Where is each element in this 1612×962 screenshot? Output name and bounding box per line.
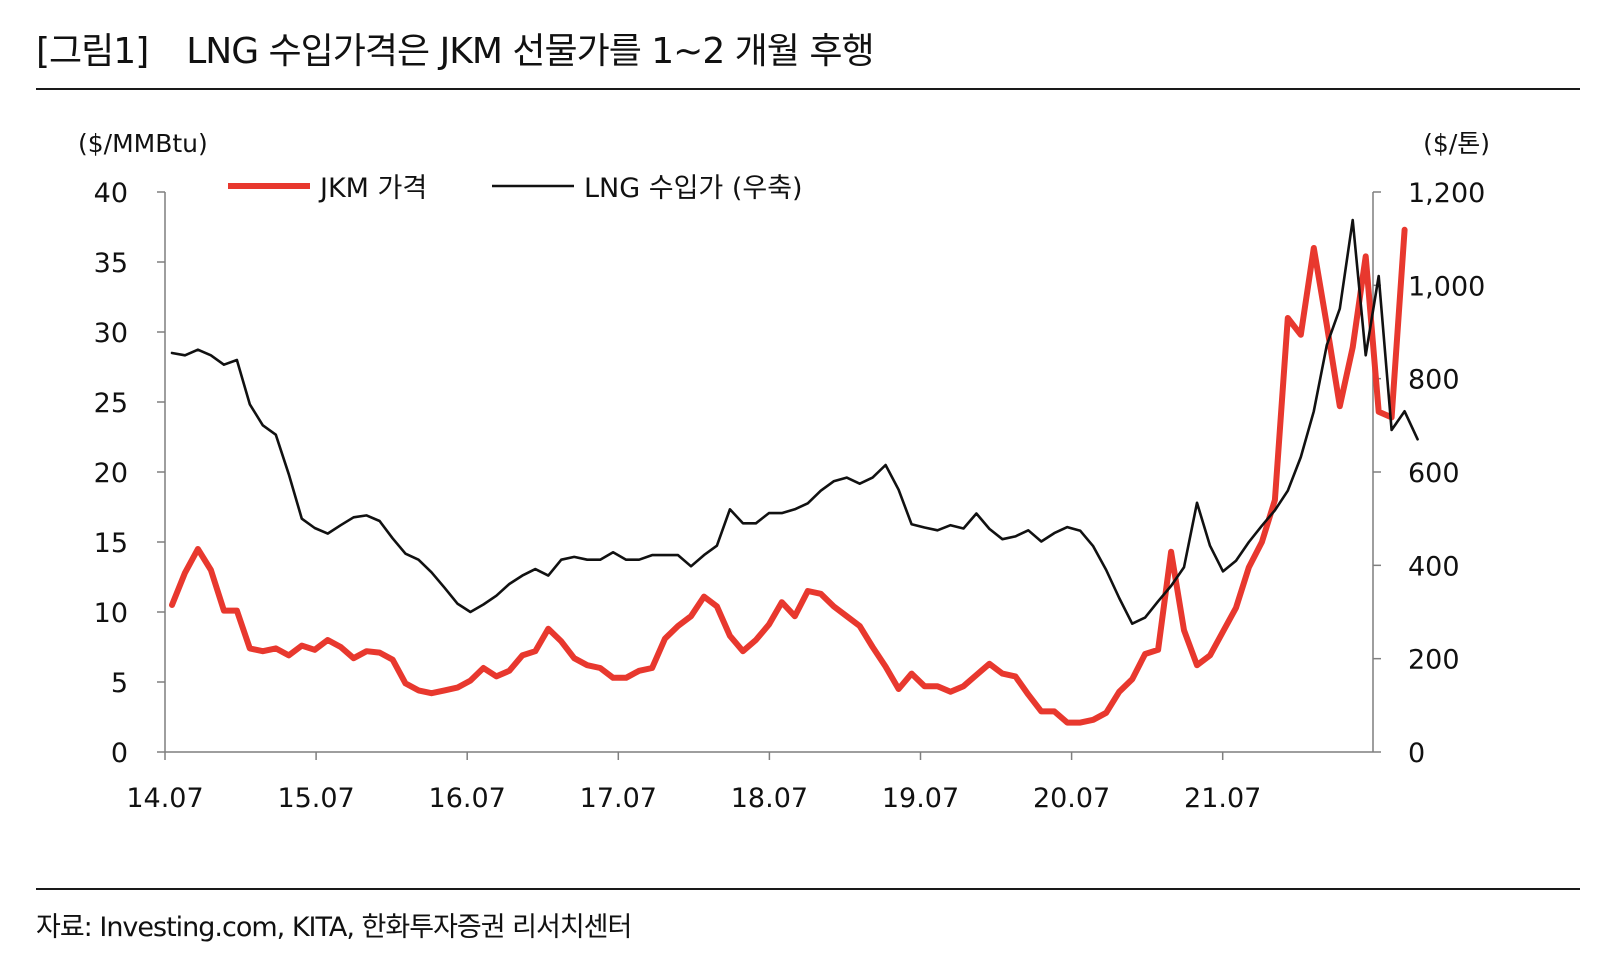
right-tick-label: 200 [1408,645,1460,676]
figure-title: LNG 수입가격은 JKM 선물가를 1~2 개월 후행 [186,31,874,72]
top-divider [36,88,1580,90]
right-tick-label: 800 [1408,365,1460,396]
left-tick-label: 40 [94,178,128,209]
left-tick-label: 0 [111,738,128,769]
x-tick-label: 19.07 [882,783,959,814]
left-tick-label: 10 [94,598,128,629]
x-tick-label: 17.07 [580,783,657,814]
legend-label-jkm: JKM 가격 [318,173,427,204]
axes-group [157,191,1381,760]
left-tick-label: 25 [94,388,128,419]
right-tick-label: 0 [1408,738,1425,769]
left-tick-label: 30 [94,318,128,349]
x-tick-label: 21.07 [1184,783,1261,814]
lng-import-price-line [170,218,1419,626]
bottom-divider [36,888,1580,890]
left-tick-label: 20 [94,458,128,489]
x-tick-label: 16.07 [429,783,506,814]
jkm-price-line [169,226,1408,726]
figure-title-block: [그림1] LNG 수입가격은 JKM 선물가를 1~2 개월 후행 [36,22,875,74]
legend-label-lng: LNG 수입가 (우축) [584,173,803,204]
legend: JKM 가격 LNG 수입가 (우축) [228,173,803,204]
tick-labels-group: 051015202530354002004006008001,0001,2001… [78,129,1490,814]
left-tick-label: 35 [94,248,128,279]
x-tick-label: 20.07 [1033,783,1110,814]
left-tick-label: 15 [94,528,128,559]
right-tick-label: 1,000 [1408,271,1485,302]
right-axis-unit: ($/톤) [1423,129,1490,158]
right-tick-label: 600 [1408,458,1460,489]
x-tick-label: 14.07 [126,783,203,814]
figure-tag: [그림1] [36,31,149,72]
right-tick-label: 1,200 [1408,178,1485,209]
x-tick-label: 15.07 [277,783,354,814]
right-tick-label: 400 [1408,551,1460,582]
x-tick-label: 18.07 [731,783,808,814]
series-lines-group [169,218,1419,726]
left-axis-unit: ($/MMBtu) [78,129,208,158]
chart-svg: 051015202530354002004006008001,0001,2001… [78,129,1490,814]
source-note: 자료: Investing.com, KITA, 한화투자증권 리서치센터 [36,912,632,943]
left-tick-label: 5 [111,668,128,699]
